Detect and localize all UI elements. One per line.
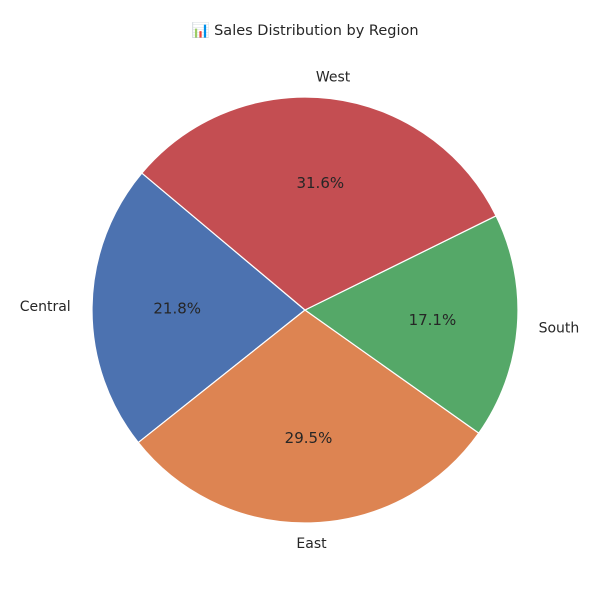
slice-category-label-south: South bbox=[539, 321, 580, 337]
slice-category-label-central: Central bbox=[20, 299, 71, 315]
pie-slice-south bbox=[304, 215, 519, 434]
slice-percent-label-south: 17.1% bbox=[409, 311, 457, 329]
pie-slices bbox=[91, 96, 519, 524]
pie-slice-east bbox=[137, 309, 480, 524]
pie-slice-central bbox=[91, 172, 306, 444]
slice-category-label-east: East bbox=[296, 536, 327, 552]
chart-title: 📊 Sales Distribution by Region bbox=[191, 21, 418, 39]
slice-category-label-west: West bbox=[316, 69, 351, 85]
pie-slice-west bbox=[141, 96, 497, 311]
slice-percent-label-central: 21.8% bbox=[153, 299, 201, 317]
slice-percent-label-east: 29.5% bbox=[285, 429, 333, 447]
pie-labels: 21.8% Central 29.5% East 17.1% South 31.6% West bbox=[20, 69, 580, 552]
slice-percent-label-west: 31.6% bbox=[296, 174, 344, 192]
